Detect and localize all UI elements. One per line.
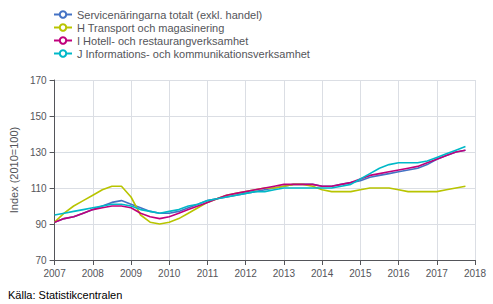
svg-text:2010: 2010 — [158, 268, 181, 279]
svg-text:I Hotell- och restaurangverksa: I Hotell- och restaurangverksamhet — [77, 35, 248, 47]
svg-text:2018: 2018 — [464, 268, 487, 279]
svg-text:Källa: Statistikcentralen: Källa: Statistikcentralen — [8, 289, 122, 301]
svg-text:2011: 2011 — [197, 268, 219, 279]
svg-text:H Transport och magasinering: H Transport och magasinering — [77, 22, 224, 34]
svg-text:2008: 2008 — [82, 268, 105, 279]
svg-text:2014: 2014 — [311, 268, 334, 279]
svg-text:2009: 2009 — [120, 268, 143, 279]
svg-text:170: 170 — [30, 75, 47, 86]
svg-text:Index (2010=100): Index (2010=100) — [8, 127, 20, 214]
svg-text:70: 70 — [35, 255, 47, 266]
svg-text:90: 90 — [35, 219, 47, 230]
svg-text:2016: 2016 — [387, 268, 410, 279]
svg-text:2013: 2013 — [273, 268, 296, 279]
svg-text:130: 130 — [30, 147, 47, 158]
svg-text:110: 110 — [31, 183, 47, 194]
svg-text:2017: 2017 — [426, 268, 449, 279]
svg-text:2007: 2007 — [43, 268, 66, 279]
svg-text:2015: 2015 — [349, 268, 372, 279]
svg-text:150: 150 — [30, 111, 47, 122]
svg-text:2012: 2012 — [235, 268, 258, 279]
svg-text:J Informations- och kommunikat: J Informations- och kommunikationsverksa… — [77, 48, 310, 60]
svg-text:Servicenäringarna totalt (exkl: Servicenäringarna totalt (exkl. handel) — [77, 9, 262, 21]
